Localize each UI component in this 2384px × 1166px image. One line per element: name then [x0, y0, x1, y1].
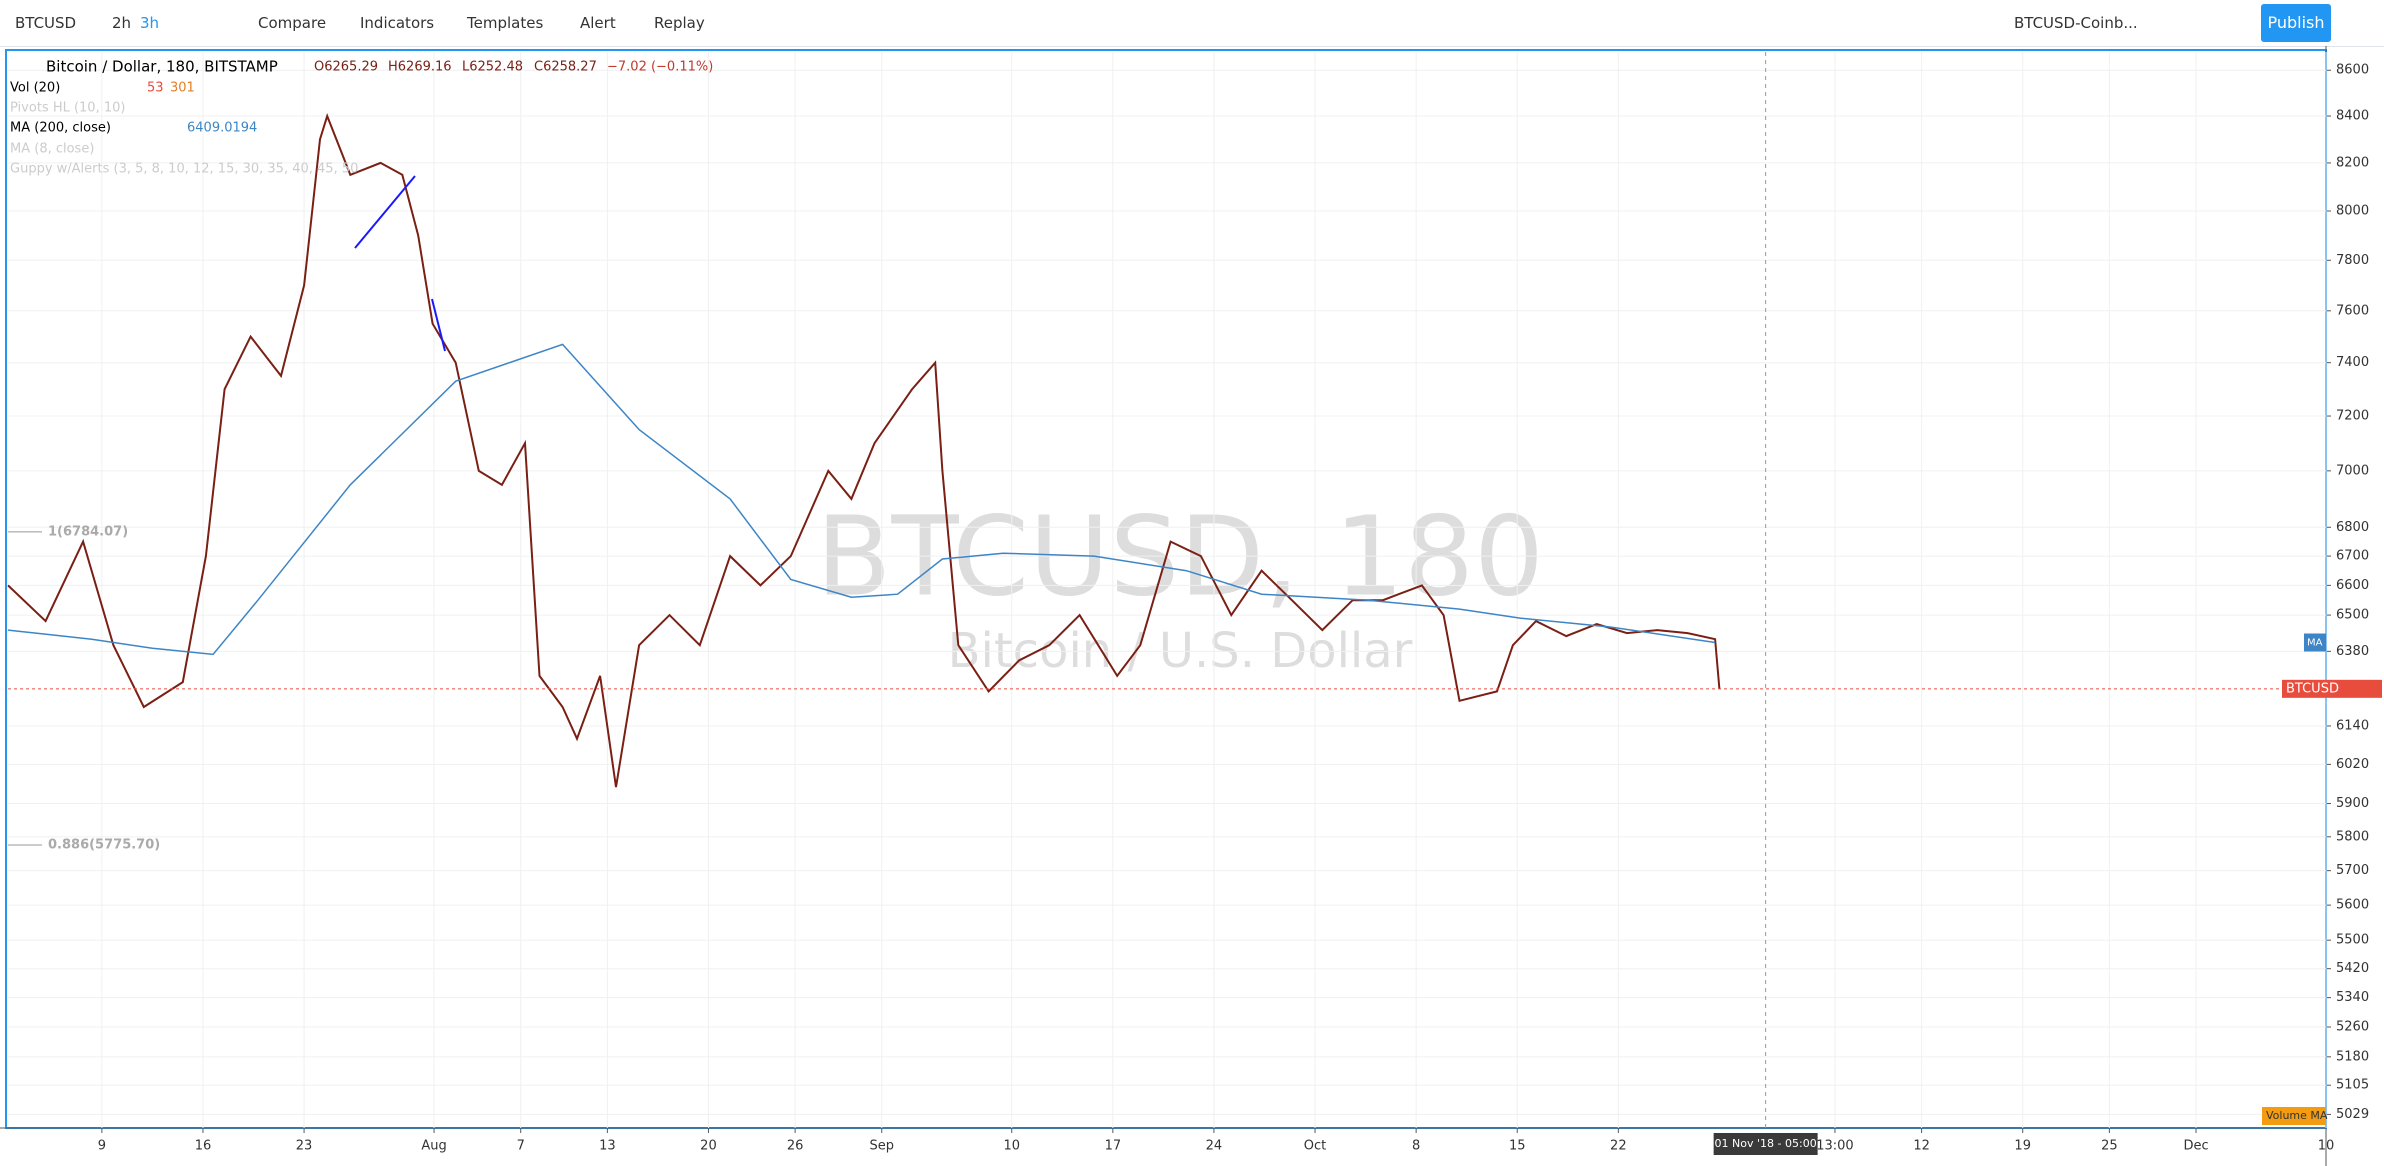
x-tick-label: Sep [870, 1139, 895, 1154]
y-tick-label: 6020 [2336, 757, 2369, 772]
legend-ma200-value: 6409.0194 [187, 121, 257, 136]
y-tick-label: 7400 [2336, 355, 2369, 370]
legend-vol: Vol (20) [10, 81, 60, 96]
y-tick-label: 6600 [2336, 578, 2369, 593]
y-tick-label: 5800 [2336, 829, 2369, 844]
legend-guppy: Guppy w/Alerts (3, 5, 8, 10, 12, 15, 30,… [10, 162, 358, 177]
ma-tag [2304, 633, 2326, 652]
y-tick-label: 6700 [2336, 549, 2369, 564]
x-tick-label: 13:00 [1816, 1139, 1853, 1154]
publish-button[interactable]: Publish [2261, 4, 2331, 42]
y-tick-label: 6800 [2336, 520, 2369, 535]
y-tick-label: 7200 [2336, 409, 2369, 424]
x-tick-label: 13 [599, 1139, 616, 1154]
alert[interactable]: Alert [580, 14, 616, 32]
legend-vol-b: 301 [170, 81, 195, 96]
volume-tag [2262, 1107, 2326, 1125]
templates[interactable]: Templates [467, 14, 544, 32]
crosshair-label: 01 Nov '18 - 05:00 [1715, 1137, 1817, 1150]
interval[interactable]: 2h [112, 14, 132, 32]
legend-open: O6265.29 [314, 60, 378, 75]
x-tick-label: 25 [2101, 1139, 2118, 1154]
y-tick-label: 5500 [2336, 933, 2369, 948]
y-tick-label: 6500 [2336, 608, 2369, 623]
y-tick-label: 5340 [2336, 990, 2369, 1005]
toolbar: BTCUSD 2h 3h Compare Indicators Template… [0, 0, 2384, 47]
interval[interactable]: 3h [140, 14, 160, 32]
x-tick-label: 17 [1105, 1139, 1122, 1154]
ma-line [7, 343, 1716, 656]
chart: BTCUSD, 180 Bitcoin / U.S. Dollar 860084… [0, 46, 2382, 1166]
x-tick-label: 10 [1003, 1139, 1020, 1154]
legend-change: −7.02 (−0.11%) [607, 60, 713, 75]
y-tick-label: 8400 [2336, 109, 2369, 124]
legend-title: Bitcoin / Dollar, 180, BITSTAMP [46, 58, 278, 76]
symbol[interactable]: BTCUSD [15, 14, 77, 32]
x-tick-label: 7 [517, 1139, 525, 1154]
y-tick-label: 6140 [2336, 718, 2369, 733]
y-tick-label: 5700 [2336, 863, 2369, 878]
replay[interactable]: Replay [654, 14, 705, 32]
x-tick-label: 12 [1913, 1139, 1930, 1154]
compare[interactable]: Compare [258, 14, 327, 32]
y-tick-label: 7800 [2336, 253, 2369, 268]
fib-label: 1(6784.07) [48, 524, 128, 539]
fib-label: 0.886(5775.70) [48, 837, 160, 852]
ma-tag-label: MA [2307, 638, 2323, 649]
x-tick-label: 15 [1509, 1139, 1526, 1154]
x-tick-label: 10 [2318, 1139, 2335, 1154]
y-tick-label: 5105 [2336, 1078, 2369, 1093]
price-tag-label: BTCUSD [2286, 681, 2339, 696]
x-tick-label: 9 [98, 1139, 106, 1154]
volume-tag-label: Volume MA [2266, 1109, 2328, 1122]
y-tick-label: 5260 [2336, 1020, 2369, 1035]
y-tick-label: 7600 [2336, 303, 2369, 318]
x-tick-label: 19 [2014, 1139, 2031, 1154]
legend-vol-a: 53 [147, 81, 164, 96]
x-tick-label: Dec [2183, 1139, 2208, 1154]
y-tick-label: 5029 [2336, 1107, 2369, 1122]
legend-high: H6269.16 [388, 60, 452, 75]
price-tag [2282, 679, 2382, 698]
x-tick-label: 16 [195, 1139, 212, 1154]
x-tick-label: Aug [421, 1139, 446, 1154]
y-tick-label: 6380 [2336, 644, 2369, 659]
x-tick-label: Oct [1304, 1139, 1326, 1154]
x-tick-label: 20 [700, 1139, 717, 1154]
price-line [7, 112, 1721, 788]
y-tick-label: 5900 [2336, 796, 2369, 811]
x-tick-label: 8 [1412, 1139, 1420, 1154]
y-tick-label: 5420 [2336, 961, 2369, 976]
x-tick-label: 26 [787, 1139, 804, 1154]
x-tick-label: 23 [296, 1139, 313, 1154]
x-tick-label: 24 [1206, 1139, 1223, 1154]
y-tick-label: 5180 [2336, 1049, 2369, 1064]
legend-close: C6258.27 [534, 60, 597, 75]
legend-pivots: Pivots HL (10, 10) [10, 101, 125, 116]
y-tick-label: 8000 [2336, 203, 2369, 218]
y-tick-label: 5600 [2336, 898, 2369, 913]
indicators[interactable]: Indicators [360, 14, 435, 32]
x-tick-label: 22 [1610, 1139, 1627, 1154]
y-tick-label: 8200 [2336, 155, 2369, 170]
y-tick-label: 8600 [2336, 63, 2369, 78]
legend-ma200: MA (200, close) [10, 121, 111, 136]
drawing [354, 175, 446, 352]
y-tick-label: 7000 [2336, 463, 2369, 478]
layout[interactable]: BTCUSD-Coinb... [2014, 14, 2138, 32]
crosshair-box [1713, 1133, 1818, 1155]
legend-low: L6252.48 [462, 60, 523, 75]
legend-ma8: MA (8, close) [10, 142, 94, 157]
